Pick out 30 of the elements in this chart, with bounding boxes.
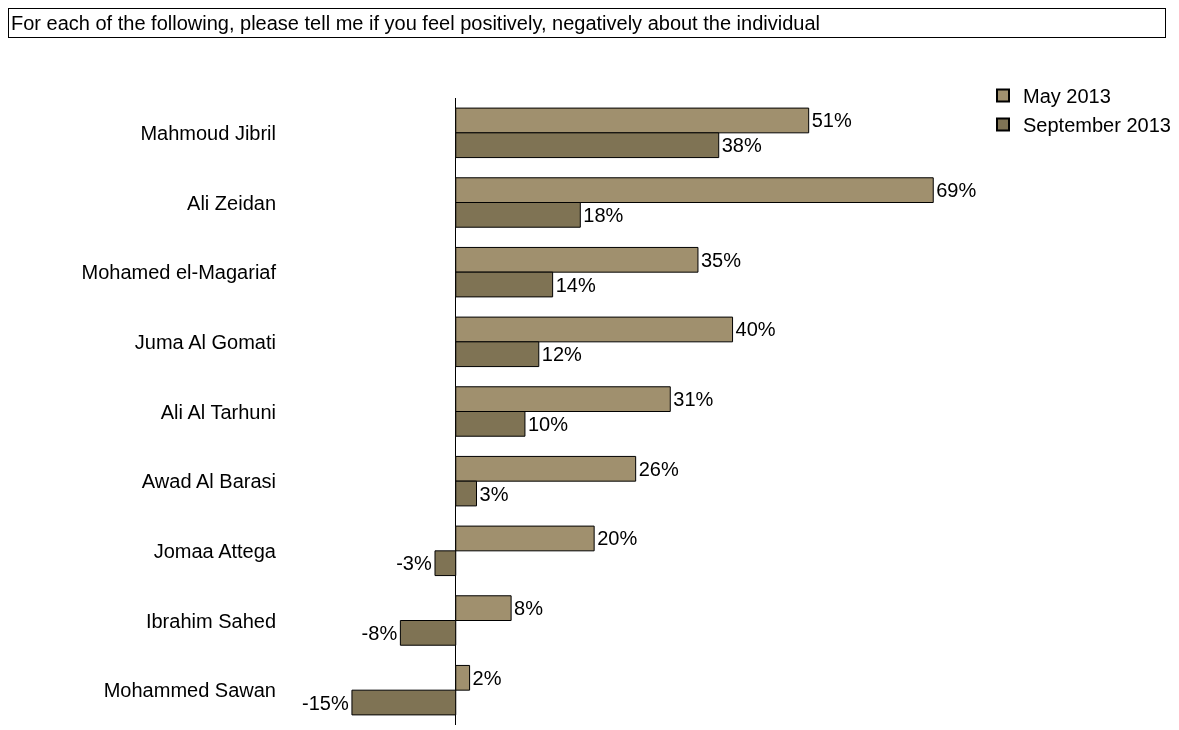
y-tick-label: Mahmoud Jibril — [140, 121, 276, 144]
legend-label: September 2013 — [1023, 114, 1171, 137]
y-tick-label: Mohammed Sawan — [103, 679, 276, 702]
chart-title: For each of the following, please tell me if you feel positively, negatively about the individual — [11, 12, 820, 34]
y-tick-label: Ibrahim Sahed — [145, 609, 276, 632]
data-label: 31% — [673, 388, 714, 411]
data-label: 12% — [541, 343, 583, 366]
data-label: 14% — [555, 273, 596, 296]
data-label: 18% — [583, 203, 624, 226]
data-label: 10% — [527, 412, 569, 435]
y-tick-label: Ali Al Tarhuni — [160, 400, 276, 423]
y-tick-label: Juma Al Gomati — [134, 330, 276, 353]
y-tick-label: Awad Al Barasi — [141, 470, 276, 493]
data-label: -3% — [396, 552, 432, 575]
data-label: -8% — [361, 621, 398, 644]
data-label: 38% — [721, 134, 762, 157]
y-tick-label: Mohamed el-Magariaf — [81, 261, 277, 284]
data-label: -15% — [302, 691, 349, 714]
data-label: 8% — [514, 597, 544, 620]
data-label: 2% — [472, 666, 502, 689]
data-label: 3% — [479, 482, 509, 505]
legend-label: May 2013 — [1023, 85, 1111, 108]
data-label: 51% — [811, 109, 852, 132]
data-label: 69% — [936, 179, 977, 202]
y-tick-label: Jomaa Attega — [153, 539, 277, 562]
data-label: 26% — [638, 457, 679, 480]
data-label: 20% — [597, 527, 638, 550]
y-tick-label: Ali Zeidan — [187, 191, 276, 214]
data-label: 35% — [700, 248, 742, 271]
data-label: 40% — [735, 318, 776, 341]
